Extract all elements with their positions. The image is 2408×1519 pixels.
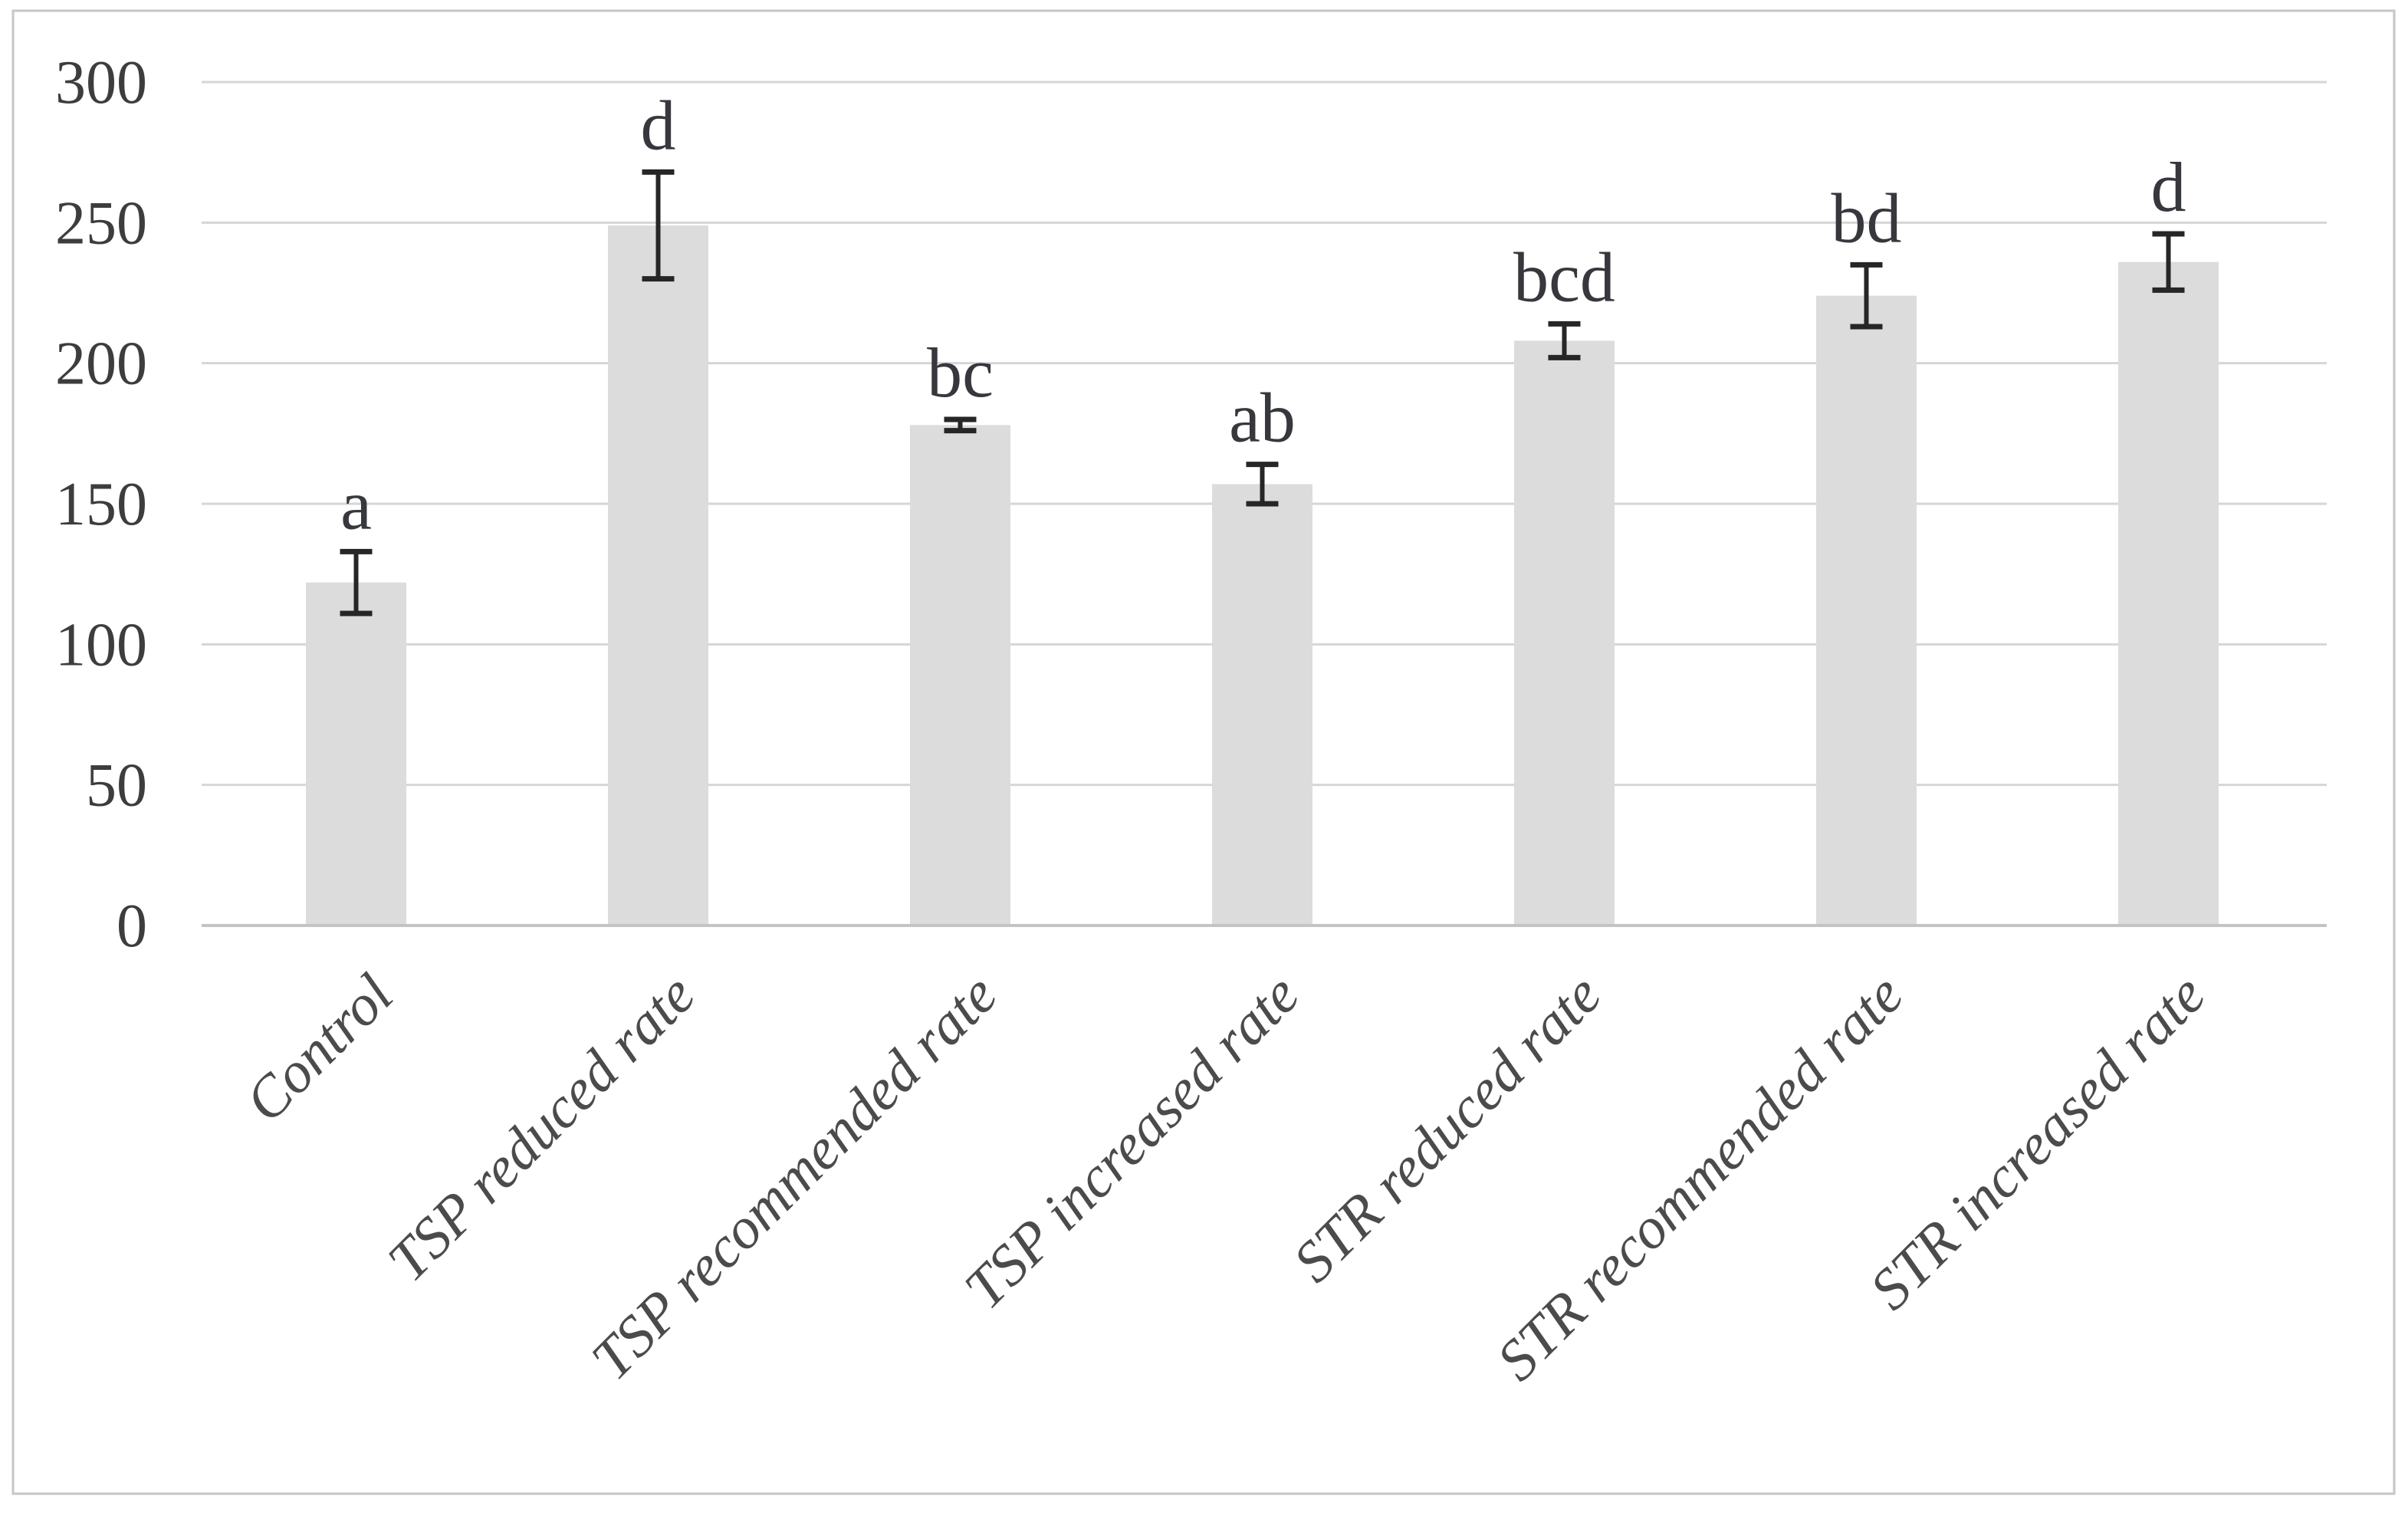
y-axis-tick-labels: 0 50 100 150 200 250 300 xyxy=(55,49,147,960)
error-bar-tsp-recommended-rate xyxy=(944,416,977,434)
y-tick-label-50: 50 xyxy=(86,752,147,820)
significance-letter-tsp-recommended-rate: bc xyxy=(927,334,994,412)
significance-letters: a d bc ab bcd bd d xyxy=(340,86,2186,544)
error-bar-str-reduced-rate xyxy=(1548,321,1581,360)
x-category-label-tsp-increased-rate: TSP increased rate xyxy=(952,962,1311,1321)
significance-letter-str-increased-rate: d xyxy=(2151,148,2186,226)
significance-letter-tsp-reduced-rate: d xyxy=(641,86,676,164)
x-category-label-control: Control xyxy=(233,962,406,1135)
error-bar-control xyxy=(340,548,373,616)
gridlines xyxy=(202,81,2327,787)
y-tick-label-100: 100 xyxy=(55,611,147,679)
bar-tsp-increased-rate xyxy=(1212,484,1312,926)
bar-tsp-recommended-rate xyxy=(910,425,1010,926)
significance-letter-tsp-increased-rate: ab xyxy=(1229,379,1296,457)
error-bar-str-increased-rate xyxy=(2152,231,2185,293)
bar-tsp-reduced-rate xyxy=(608,225,708,926)
x-category-label-str-reduced-rate: STR reduced rate xyxy=(1281,962,1614,1295)
y-tick-label-150: 150 xyxy=(55,471,147,538)
bar-str-reduced-rate xyxy=(1514,340,1615,926)
significance-letter-str-reduced-rate: bcd xyxy=(1513,238,1615,316)
bars xyxy=(306,225,2219,926)
x-category-label-str-increased-rate: STR increased rate xyxy=(1858,962,2217,1322)
x-category-label-tsp-reduced-rate: TSP reduced rate xyxy=(376,962,708,1294)
y-tick-label-200: 200 xyxy=(55,330,147,398)
error-bar-str-recommended-rate xyxy=(1850,261,1883,330)
error-bar-tsp-increased-rate xyxy=(1246,462,1279,507)
y-tick-label-0: 0 xyxy=(117,893,147,960)
y-tick-label-300: 300 xyxy=(55,49,147,117)
bar-str-increased-rate xyxy=(2118,261,2219,926)
significance-letter-str-recommended-rate: bd xyxy=(1831,179,1902,257)
error-bars xyxy=(340,169,2185,616)
y-tick-label-250: 250 xyxy=(55,189,147,257)
bar-str-recommended-rate xyxy=(1816,295,1917,926)
figure-border xyxy=(11,9,2396,1495)
significance-letter-control: a xyxy=(340,465,372,544)
bar-control xyxy=(306,582,406,926)
error-bar-tsp-reduced-rate xyxy=(642,169,675,282)
